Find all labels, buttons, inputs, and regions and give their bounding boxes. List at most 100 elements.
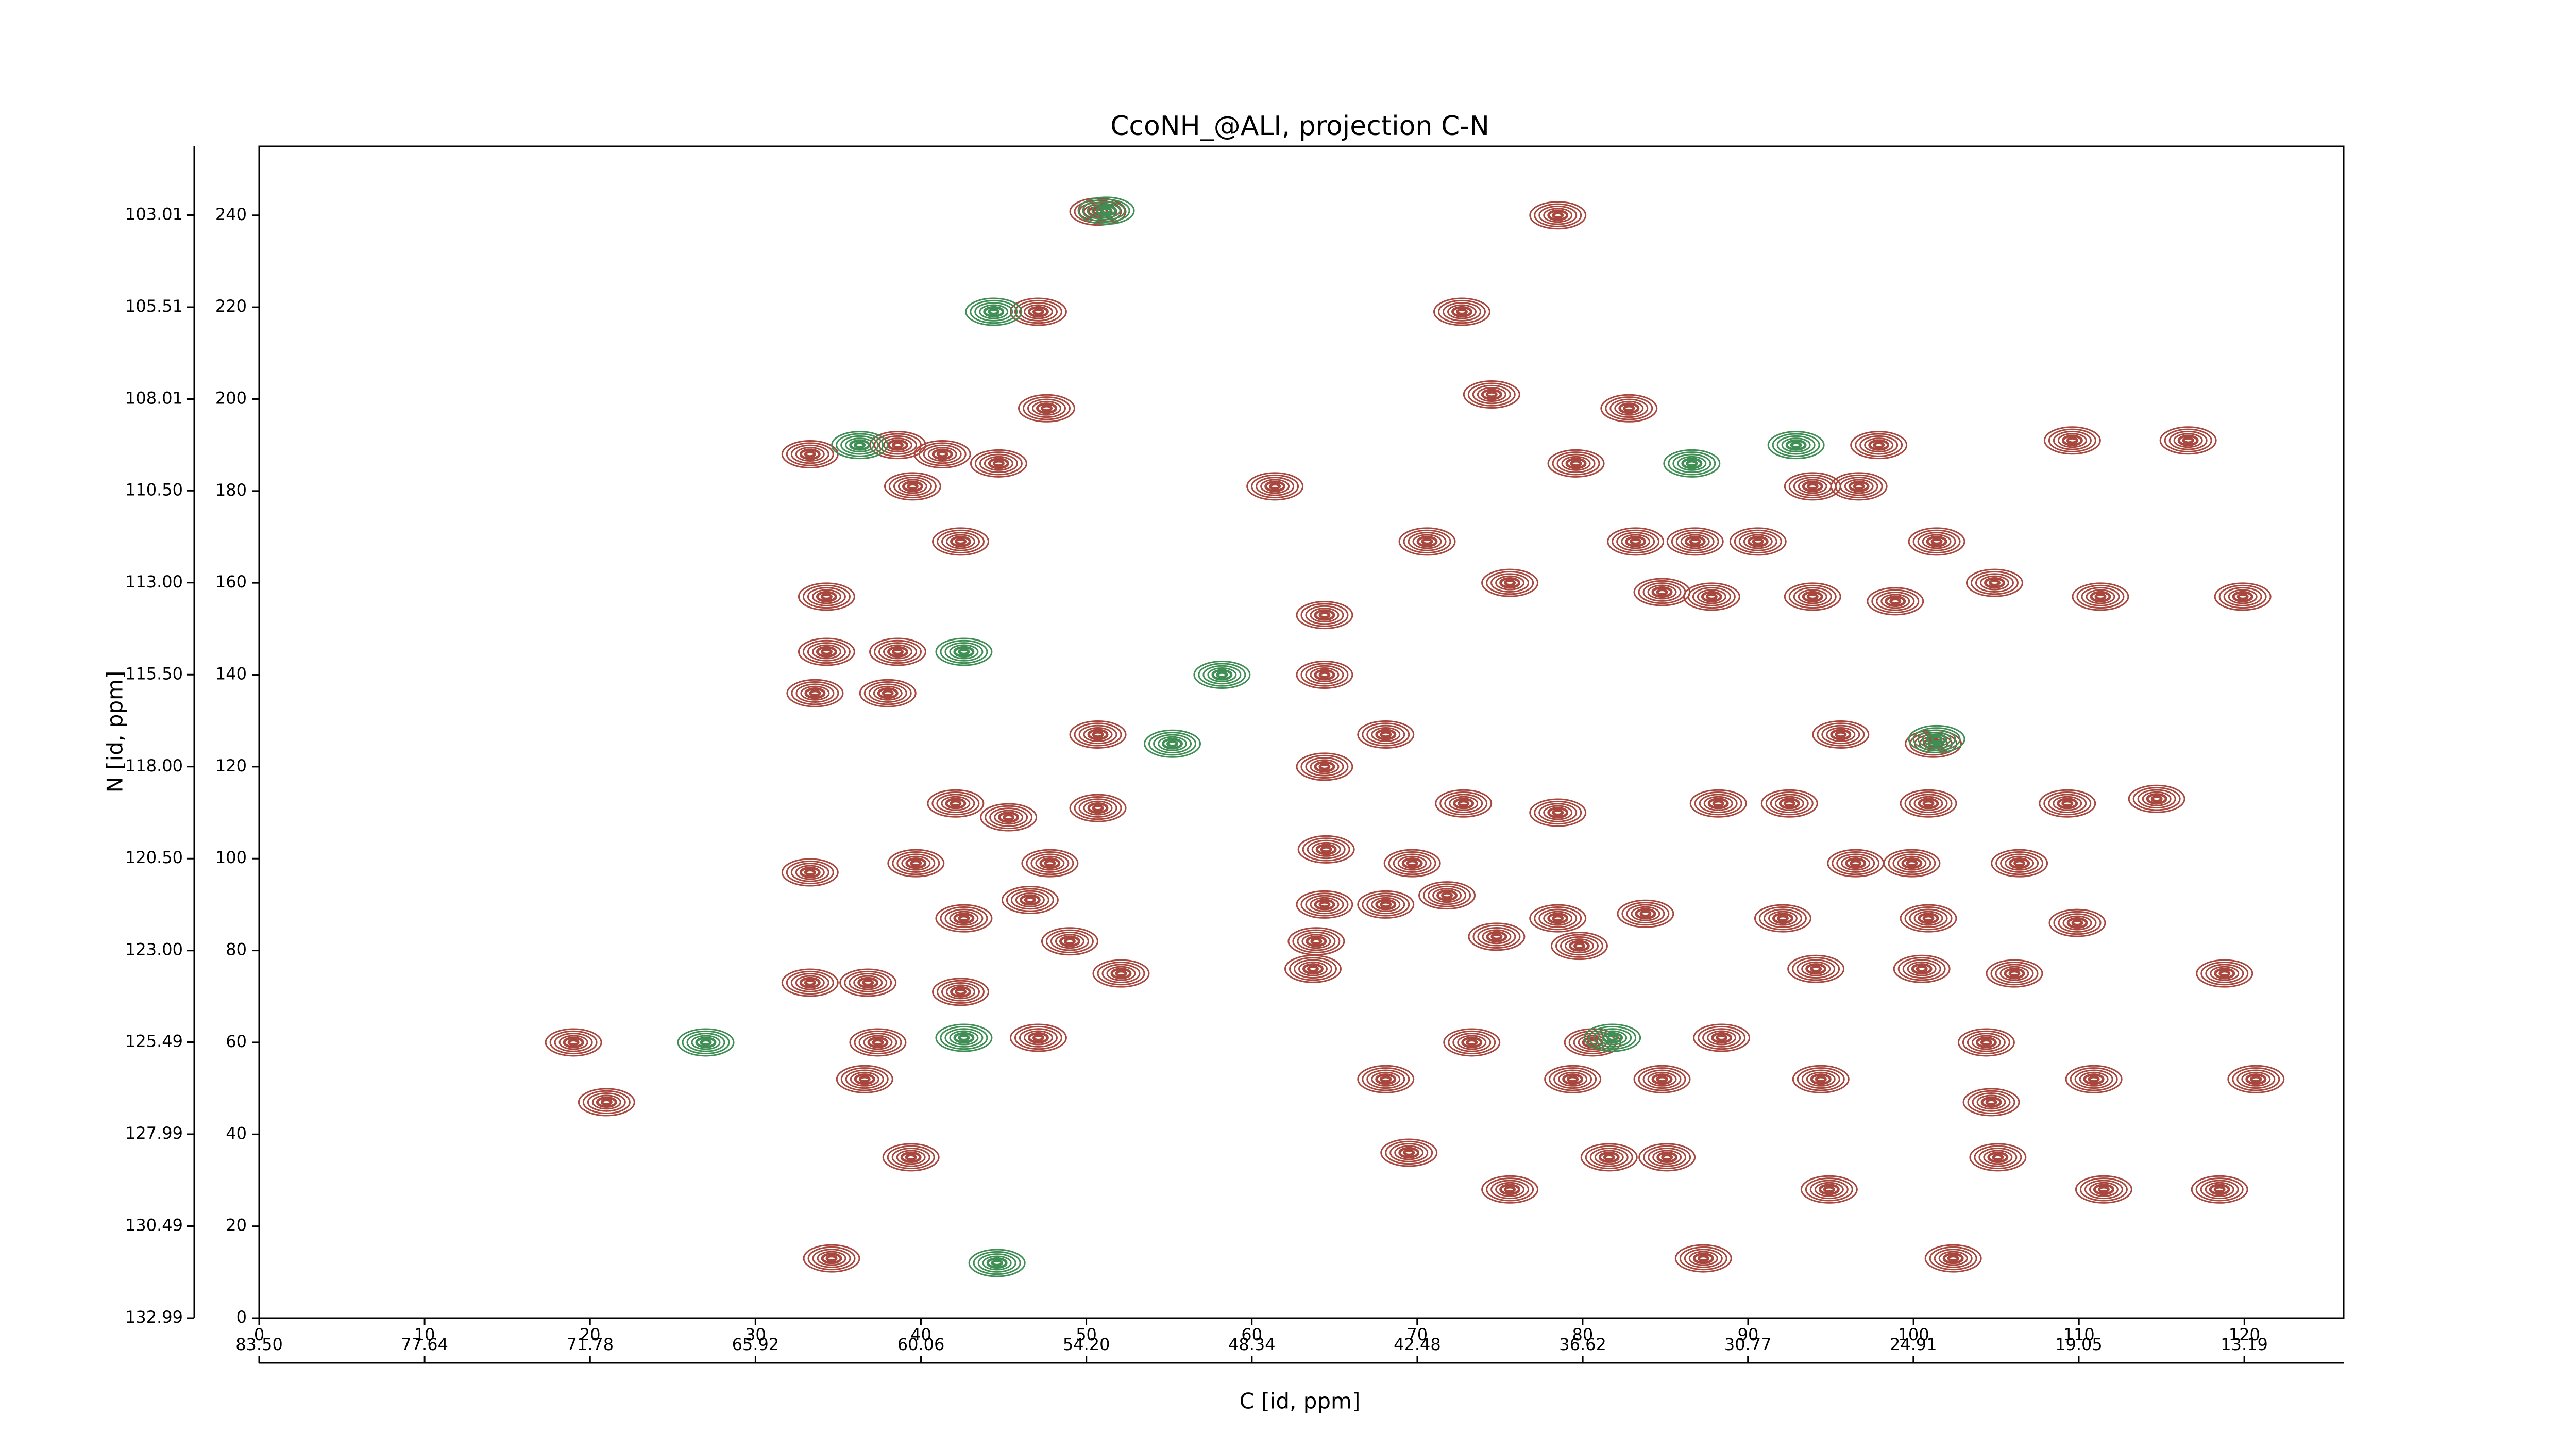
x-tick-label: 20 — [580, 1325, 601, 1344]
peak — [1398, 527, 1456, 556]
contour-ring — [1306, 935, 1327, 947]
contour-ring — [1638, 1143, 1696, 1172]
contour-ring — [2072, 582, 2129, 611]
contour-ring — [1698, 1025, 1746, 1050]
contour-ring — [1556, 453, 1596, 474]
x-tick-label: 70 — [1406, 1325, 1428, 1344]
peak — [1529, 904, 1587, 933]
contour-ring — [849, 973, 888, 992]
contour-ring — [1798, 589, 1827, 604]
contour-ring — [1971, 1035, 2001, 1050]
contour-ring — [1552, 915, 1564, 922]
contour-ring — [1467, 382, 1516, 407]
contour-ring — [1638, 1067, 1686, 1091]
contour-ring — [965, 297, 1023, 326]
contour-ring — [1436, 889, 1458, 901]
contour-ring — [2057, 433, 2087, 448]
contour-ring — [1305, 895, 1344, 915]
contour-ring — [1907, 961, 1937, 976]
y2-tick-label: 125.49 — [125, 1032, 183, 1051]
contour-ring — [1802, 591, 1823, 603]
x2-tick-label: 24.91 — [1890, 1335, 1937, 1354]
contour-ring — [1697, 1255, 1709, 1262]
peak — [1041, 927, 1098, 956]
y2-tick-label: 105.51 — [125, 296, 183, 316]
contour-ring — [1648, 1148, 1687, 1167]
contour-ring — [554, 1033, 593, 1052]
contour-ring — [2128, 784, 2185, 813]
contour-ring — [2058, 913, 2097, 933]
contour-ring — [1318, 763, 1331, 770]
peak — [798, 582, 855, 611]
contour-ring — [1307, 839, 1346, 860]
x2-tick-label: 65.92 — [732, 1335, 779, 1354]
peak — [2039, 789, 2096, 818]
contour-ring — [946, 534, 976, 549]
contour-ring — [1001, 885, 1059, 914]
y2-tick-label: 118.00 — [125, 756, 183, 776]
contour-ring — [977, 1253, 1016, 1273]
x-tick-label: 100 — [1898, 1325, 1929, 1344]
contour-ring — [2236, 593, 2249, 600]
contour-ring — [2086, 589, 2115, 604]
contour-ring — [892, 851, 940, 875]
contour-ring — [1292, 929, 1341, 953]
contour-ring — [1357, 720, 1415, 749]
contour-ring — [1900, 789, 1957, 818]
contour-ring — [1302, 963, 1324, 975]
contour-ring — [1809, 1180, 1849, 1200]
contour-ring — [1380, 1138, 1438, 1167]
contour-ring — [1738, 532, 1777, 551]
contour-ring — [941, 532, 980, 551]
peak — [1468, 922, 1526, 951]
contour-ring — [882, 689, 894, 697]
contour-ring — [982, 1255, 1012, 1271]
contour-ring — [1543, 805, 1573, 820]
contour-ring — [1448, 1030, 1496, 1055]
contour-ring — [937, 529, 985, 554]
contour-ring — [891, 441, 904, 449]
contour-ring — [1916, 965, 1928, 973]
contour-ring — [1077, 196, 1135, 225]
contour-ring — [891, 648, 904, 655]
contour-ring — [2013, 860, 2026, 867]
contour-ring — [1810, 1073, 1832, 1085]
contour-ring — [1844, 479, 1874, 494]
contour-ring — [1790, 441, 1802, 449]
contour-ring — [1823, 1186, 1835, 1193]
contour-ring — [1643, 1145, 1691, 1170]
y-tick-label: 200 — [215, 388, 247, 408]
contour-ring — [1990, 962, 2039, 986]
peak — [1584, 1023, 1641, 1052]
x2-tick-label: 13.19 — [2221, 1335, 2268, 1354]
contour-ring — [1853, 483, 1865, 490]
contour-ring — [1568, 940, 1590, 952]
contour-ring — [686, 1033, 725, 1052]
contour-ring — [1754, 904, 1811, 933]
contour-ring — [859, 679, 917, 707]
peak — [1792, 1065, 1850, 1093]
contour-ring — [1447, 304, 1477, 319]
contour-ring — [935, 1023, 993, 1052]
contour-ring — [1767, 431, 1825, 460]
x2-tick-label: 19.05 — [2055, 1335, 2103, 1354]
peak — [1965, 568, 2023, 597]
contour-ring — [1490, 1180, 1530, 1200]
peak — [1001, 885, 1059, 914]
contour-ring — [1406, 860, 1418, 867]
contour-ring — [1362, 722, 1410, 747]
contour-ring — [1639, 910, 1652, 918]
contour-ring — [1845, 857, 1867, 869]
contour-ring — [1763, 908, 1802, 928]
contour-ring — [1656, 588, 1668, 596]
contour-ring — [549, 1030, 598, 1055]
peak — [932, 978, 990, 1006]
contour-ring — [936, 794, 975, 814]
peak — [935, 904, 993, 933]
contour-ring — [1908, 724, 1965, 753]
contour-ring — [1817, 722, 1865, 747]
contour-ring — [953, 912, 975, 924]
contour-ring — [897, 479, 927, 494]
contour-ring — [1380, 901, 1392, 908]
